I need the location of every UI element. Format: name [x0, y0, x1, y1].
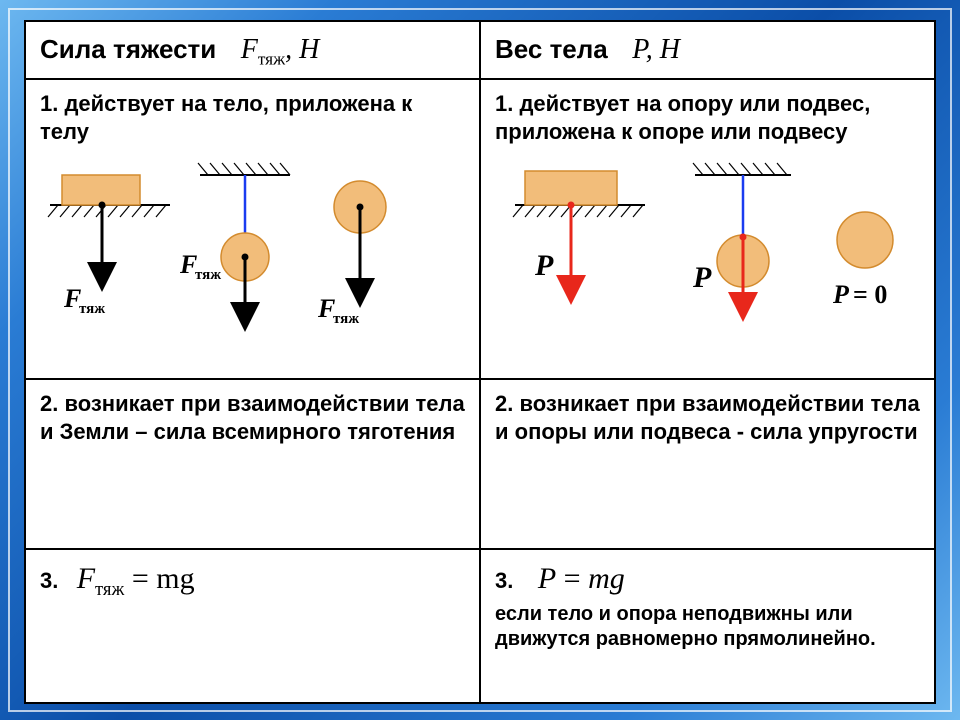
row2-left-cell: 2. возникает при взаимодействии тела и З… — [25, 379, 480, 549]
row3-left-num: 3. — [40, 568, 58, 593]
header-right-title: Вес тела — [495, 34, 608, 64]
svg-text:тяж: тяж — [195, 267, 221, 283]
row1-left-text: 1. действует на тело, приложена к телу — [40, 90, 465, 145]
row1-left-diagram: F тяж — [40, 145, 465, 335]
svg-text:= 0: = 0 — [853, 280, 887, 309]
svg-text:P: P — [534, 249, 554, 282]
svg-text:тяж: тяж — [333, 311, 359, 327]
gravity-diagram-svg: F тяж — [40, 145, 460, 335]
header-left-symbol: Fтяж, H — [241, 34, 320, 65]
row2-left-text: 2. возникает при взаимодействии тела и З… — [40, 390, 465, 445]
row1-right-cell: 1. действует на опору или подвес, прилож… — [480, 79, 935, 379]
row3-left-cell: 3. Fтяж = mg — [25, 549, 480, 703]
row2-right-text: 2. возникает при взаимодействии тела и о… — [495, 390, 920, 445]
svg-text:P: P — [692, 261, 712, 294]
row1-right-text: 1. действует на опору или подвес, прилож… — [495, 90, 920, 145]
row3-left-formula: Fтяж = mg — [77, 562, 195, 595]
svg-text:P: P — [832, 280, 850, 309]
row3-right-condition: если тело и опора неподвижны или движутс… — [495, 602, 920, 652]
row1-left-cell: 1. действует на тело, приложена к телу — [25, 79, 480, 379]
row3-right-num: 3. — [495, 568, 513, 593]
header-left-title: Сила тяжести — [40, 34, 216, 64]
header-left-cell: Сила тяжести Fтяж, H — [25, 21, 480, 79]
svg-text:тяж: тяж — [79, 301, 105, 317]
row3-right-formula: P = mg — [538, 562, 625, 595]
row3-right-cell: 3. P = mg если тело и опора неподвижны и… — [480, 549, 935, 703]
weight-diagram-svg: P — [495, 145, 925, 335]
header-right-cell: Вес тела P, H — [480, 21, 935, 79]
gradient-frame: Сила тяжести Fтяж, H Вес тела P, H — [0, 0, 960, 720]
row2-right-cell: 2. возникает при взаимодействии тела и о… — [480, 379, 935, 549]
row1-right-diagram: P — [495, 145, 920, 335]
content-sheet: Сила тяжести Fтяж, H Вес тела P, H — [24, 20, 936, 704]
header-right-symbol: P, H — [632, 34, 680, 65]
comparison-table: Сила тяжести Fтяж, H Вес тела P, H — [24, 20, 936, 704]
